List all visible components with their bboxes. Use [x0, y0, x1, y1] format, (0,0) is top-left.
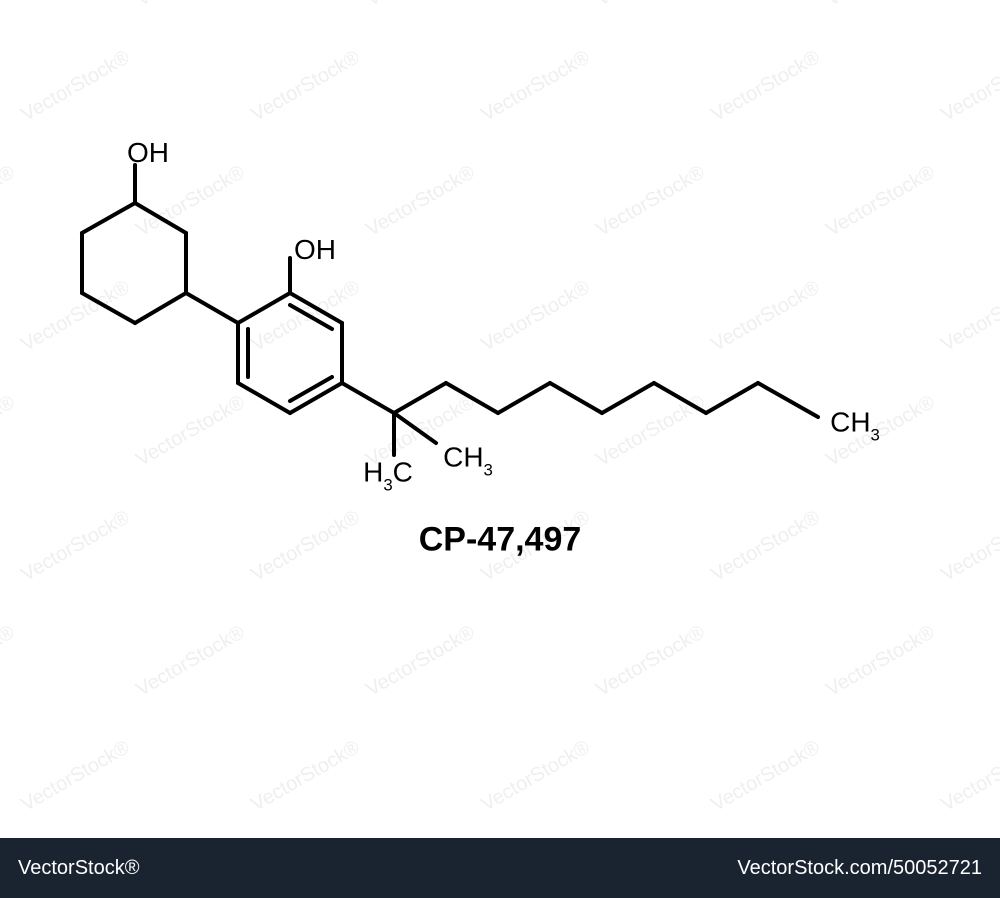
chemical-structure [0, 0, 1000, 898]
compound-name: CP-47,497 [419, 521, 582, 560]
bond [654, 383, 706, 413]
atom-label: CH3 [443, 442, 493, 479]
diagram-canvas: VectorStock®VectorStock®VectorStock®Vect… [0, 0, 1000, 898]
bond-group [82, 165, 818, 455]
bond [342, 383, 394, 413]
footer-brand: VectorStock® [18, 857, 139, 880]
bond [238, 293, 290, 323]
bond [758, 383, 818, 417]
bond [498, 383, 550, 413]
atom-label: CH3 [830, 407, 880, 444]
atom-label: OH [294, 234, 336, 266]
bond [706, 383, 758, 413]
bond [394, 383, 446, 413]
bond [82, 203, 135, 233]
bond [602, 383, 654, 413]
bond [550, 383, 602, 413]
bond [394, 413, 436, 443]
bond [186, 293, 238, 323]
bond [82, 293, 135, 323]
bond [290, 377, 332, 401]
atom-label: OH [127, 137, 169, 169]
bond [446, 383, 498, 413]
footer-id: VectorStock.com/50052721 [737, 857, 982, 880]
bond [135, 203, 186, 233]
atom-label: H3C [363, 457, 413, 494]
bond [135, 293, 186, 323]
bond [238, 383, 290, 413]
bond [290, 305, 332, 329]
footer-bar: VectorStock® VectorStock.com/50052721 [0, 838, 1000, 898]
